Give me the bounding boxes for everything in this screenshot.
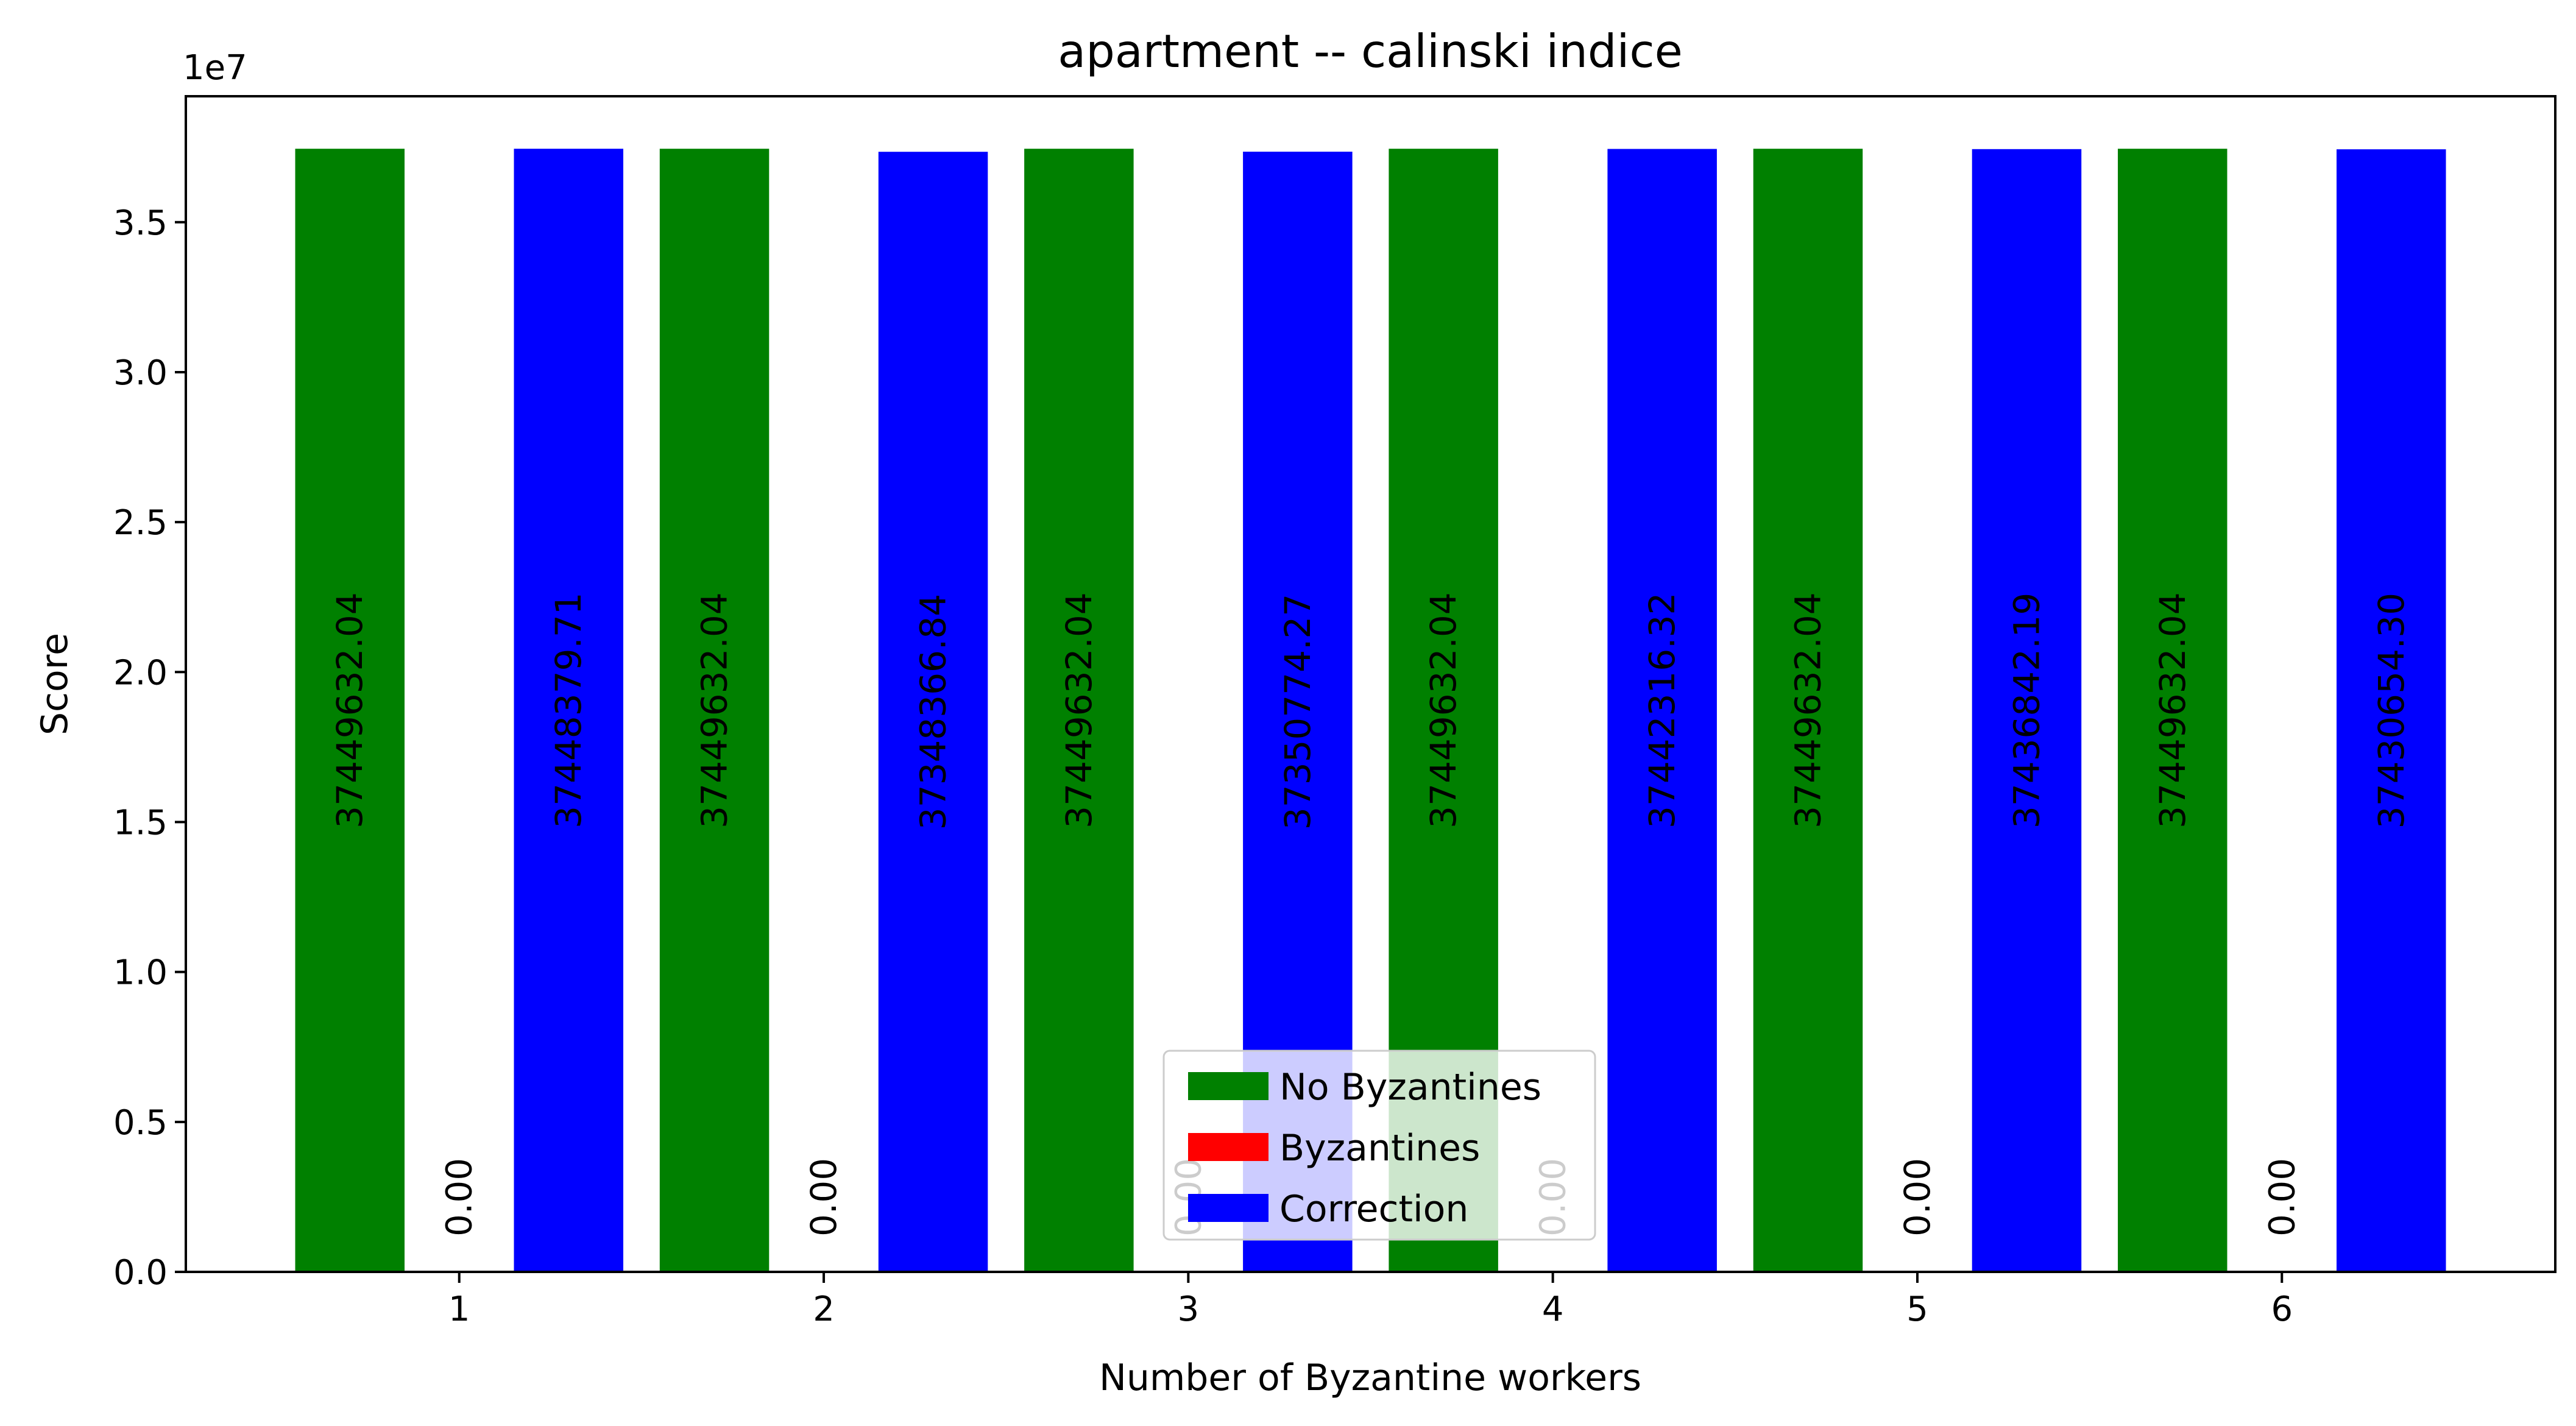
bar-value-labels: 37449632.04 37449632.04 37449632.04 3744963… [329, 592, 2412, 1237]
bar-value-label-2-3: 37442316.32 [1641, 593, 1683, 828]
bar-value-label-0-2: 37449632.04 [1058, 592, 1100, 828]
bar-0-4 [1753, 149, 1863, 1272]
bar-value-label-2-0: 37448379.71 [548, 592, 589, 828]
x-tick-label-2: 3 [1178, 1290, 1200, 1329]
bar-2-1 [878, 152, 988, 1272]
legend-swatch-1 [1188, 1133, 1269, 1161]
y-axis-ticks: 0.0 0.5 1.0 1.5 2.0 2.5 3.0 3.5 [113, 203, 186, 1293]
x-tick-label-3: 4 [1542, 1290, 1564, 1329]
chart-title: apartment -- calinski indice [1058, 24, 1683, 78]
bar-2-0 [514, 149, 623, 1272]
legend-items: No Byzantines Byzantines Correction [1188, 1066, 1541, 1230]
bar-value-label-2-5: 37430654.30 [2371, 593, 2412, 828]
legend: No Byzantines Byzantines Correction [1162, 1050, 1596, 1241]
bar-2-4 [1972, 149, 2082, 1272]
bar-value-label-1-5: 0.00 [2261, 1158, 2302, 1237]
bar-value-label-0-5: 37449632.04 [2152, 592, 2193, 828]
bar-value-label-1-1: 0.00 [803, 1158, 844, 1237]
y-tick-label-4: 2.0 [113, 653, 168, 693]
legend-box [1162, 1050, 1596, 1241]
bar-2-5 [2337, 149, 2446, 1272]
bar-value-label-0-4: 37449632.04 [1788, 592, 1829, 828]
x-tick-label-0: 1 [448, 1290, 470, 1329]
bar-2-3 [1607, 149, 1717, 1272]
bar-0-1 [659, 149, 770, 1272]
bar-0-0 [295, 149, 405, 1272]
y-tick-label-5: 2.5 [113, 503, 168, 543]
plot-frame [185, 95, 2557, 1273]
legend-label-1: Byzantines [1279, 1127, 1480, 1170]
bar-value-label-0-3: 37449632.04 [1423, 592, 1464, 828]
legend-swatch-2 [1188, 1194, 1269, 1222]
bar-value-label-2-2: 37350774.27 [1277, 594, 1318, 830]
y-tick-label-7: 3.5 [113, 203, 168, 243]
y-axis-offset-label: 1e7 [183, 48, 247, 88]
bar-value-label-0-1: 37449632.04 [694, 592, 735, 828]
y-tick-label-2: 1.0 [113, 953, 168, 993]
bar-value-label-2-1: 37348366.84 [913, 594, 954, 830]
y-tick-label-3: 1.5 [113, 803, 168, 842]
y-tick-label-0: 0.0 [113, 1253, 168, 1293]
bar-0-5 [2118, 149, 2227, 1272]
y-axis-label: Score [34, 633, 76, 735]
bar-value-label-1-0: 0.00 [439, 1158, 480, 1237]
bar-value-label-2-4: 37436842.19 [2006, 593, 2048, 828]
x-axis-ticks: 1 2 3 4 5 6 [448, 1272, 2293, 1329]
y-tick-label-1: 0.5 [113, 1103, 168, 1143]
x-tick-label-5: 6 [2271, 1290, 2293, 1329]
bar-value-label-0-0: 37449632.04 [329, 592, 370, 828]
y-tick-label-6: 3.0 [113, 353, 168, 393]
x-tick-label-4: 5 [1906, 1290, 1928, 1329]
bar-0-2 [1024, 149, 1134, 1272]
legend-swatch-0 [1188, 1072, 1269, 1100]
x-axis-label: Number of Byzantine workers [1099, 1357, 1641, 1399]
x-tick-label-1: 2 [813, 1290, 835, 1329]
bar-value-label-1-4: 0.00 [1897, 1158, 1938, 1237]
legend-label-0: No Byzantines [1279, 1066, 1541, 1109]
legend-label-2: Correction [1279, 1188, 1468, 1230]
